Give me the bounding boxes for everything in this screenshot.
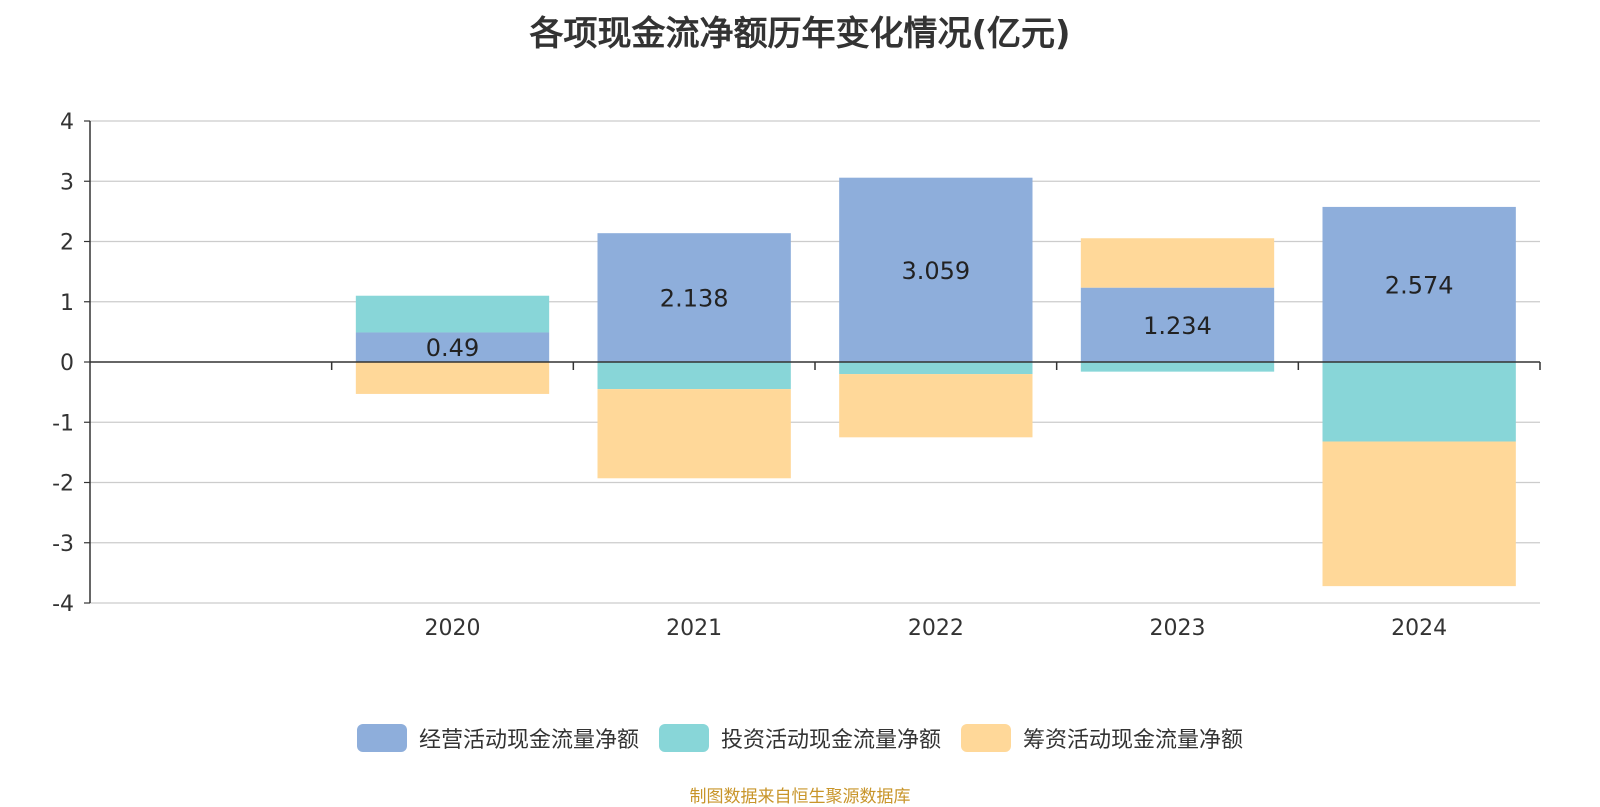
legend-item-operating[interactable]: 经营活动现金流量净额: [356, 722, 639, 754]
bar-2022-series-0: [839, 177, 1033, 362]
legend-label-financing: 筹资活动现金流量净额: [1023, 728, 1244, 753]
y-tick-label: -2: [52, 472, 74, 497]
y-tick-label: 0: [60, 351, 74, 376]
bar-2023-series-0: [1080, 287, 1275, 362]
bars-layer: [355, 177, 1516, 587]
chart-title: 各项现金流净额历年变化情况(亿元): [529, 14, 1071, 54]
legend-swatch-investing: [658, 724, 709, 752]
bar-2020-series-2: [355, 362, 550, 394]
x-tick-label: 2023: [1150, 616, 1206, 641]
x-tick-label: 2020: [425, 616, 481, 641]
bar-2024-series-0: [1322, 206, 1516, 362]
data-label: 2.138: [660, 285, 729, 313]
x-tick-label: 2021: [666, 616, 722, 641]
bar-2024-series-2: [1322, 441, 1516, 587]
y-tick-label: 1: [60, 291, 74, 316]
x-tick-label: 2024: [1391, 616, 1447, 641]
bar-2022-series-2: [839, 374, 1033, 438]
source-note: 制图数据来自恒生聚源数据库: [689, 787, 911, 807]
bar-2023-series-2: [1080, 238, 1275, 288]
legend-item-financing[interactable]: 筹资活动现金流量净额: [961, 722, 1243, 754]
bar-2020-series-0: [355, 332, 550, 362]
bar-2021-series-2: [597, 389, 791, 479]
bar-2020-series-1: [355, 295, 550, 333]
data-label: 3.059: [901, 257, 970, 285]
bar-2024-series-1: [1322, 362, 1516, 442]
axis-layer: 4 3 2 1 0 -1 -2 -3 -4 2020 2021 2022 2023 2024: [52, 110, 1541, 641]
legend-swatch-operating: [356, 724, 407, 752]
bar-2022-series-1: [839, 362, 1033, 375]
grid-layer: [90, 120, 1540, 604]
legend: 经营活动现金流量净额 投资活动现金流量净额 筹资活动现金流量净额: [0, 722, 1600, 754]
y-tick-label: 2: [60, 231, 74, 256]
legend-swatch-financing: [961, 724, 1011, 752]
bar-2021-series-0: [597, 233, 791, 362]
data-label: 1.234: [1143, 312, 1212, 340]
legend-label-investing: 投资活动现金流量净额: [720, 728, 941, 753]
data-label: 0.49: [426, 334, 479, 362]
bar-2023-series-1: [1080, 362, 1275, 372]
labels-layer: 0.49 2.138 3.059 1.234 2.574: [426, 257, 1454, 362]
y-tick-label: -3: [52, 532, 74, 557]
x-tick-label: 2022: [908, 616, 964, 641]
data-label: 2.574: [1385, 271, 1454, 299]
legend-item-investing[interactable]: 投资活动现金流量净额: [658, 722, 941, 754]
y-tick-label: -4: [52, 592, 74, 617]
y-tick-label: 3: [60, 170, 74, 195]
bar-2021-series-1: [597, 362, 791, 390]
y-tick-label: -1: [52, 411, 74, 436]
legend-label-operating: 经营活动现金流量净额: [418, 728, 639, 753]
y-tick-label: 4: [60, 110, 74, 135]
